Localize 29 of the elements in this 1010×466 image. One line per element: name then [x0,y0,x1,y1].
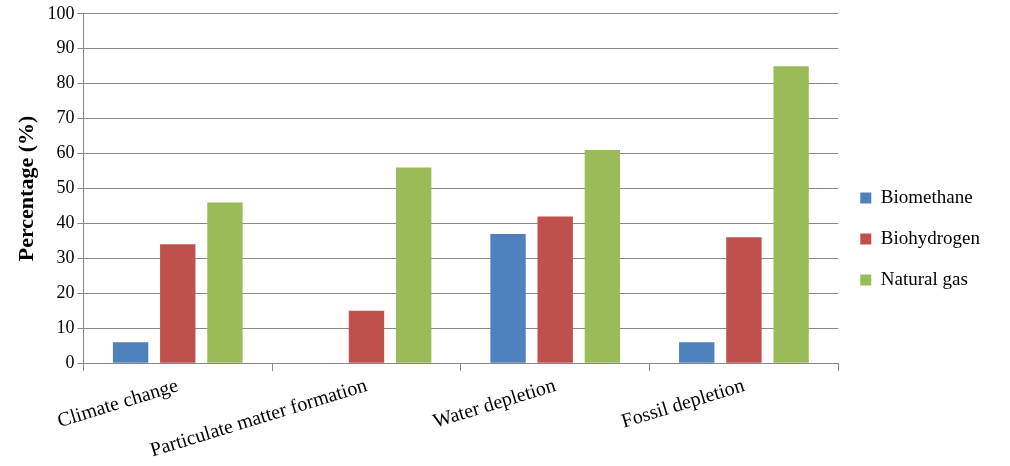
bar [584,150,621,363]
legend-label: Natural gas [880,267,968,289]
legend-label: Biohydrogen [880,226,981,248]
x-tick-label: Fossil depletion [618,373,747,433]
y-tick-label: 100 [47,2,75,23]
bar [207,202,243,363]
x-tick-label: Climate change [54,373,181,432]
bar [395,167,432,363]
y-tick-label: 70 [56,107,75,128]
y-tick-label: 90 [56,37,75,58]
bar [773,66,809,363]
bar [112,342,149,363]
y-axis-title: Percentage (%) [12,115,38,262]
y-tick-label: 20 [56,282,75,302]
y-tick-label: 40 [56,212,75,233]
bar [348,310,385,363]
bar [490,233,526,363]
y-tick-label: 30 [56,247,75,268]
legend-label: Biomethane [880,185,973,207]
y-tick-label: 60 [56,142,75,163]
bar [160,244,196,363]
bar [726,237,762,363]
y-tick-label: 0 [65,351,75,372]
y-tick-label: 50 [56,177,75,198]
x-tick-label: Water depletion [430,373,559,433]
y-tick-label: 10 [56,316,75,337]
bar [537,216,573,363]
bar [679,342,715,363]
y-tick-label: 80 [56,72,75,93]
